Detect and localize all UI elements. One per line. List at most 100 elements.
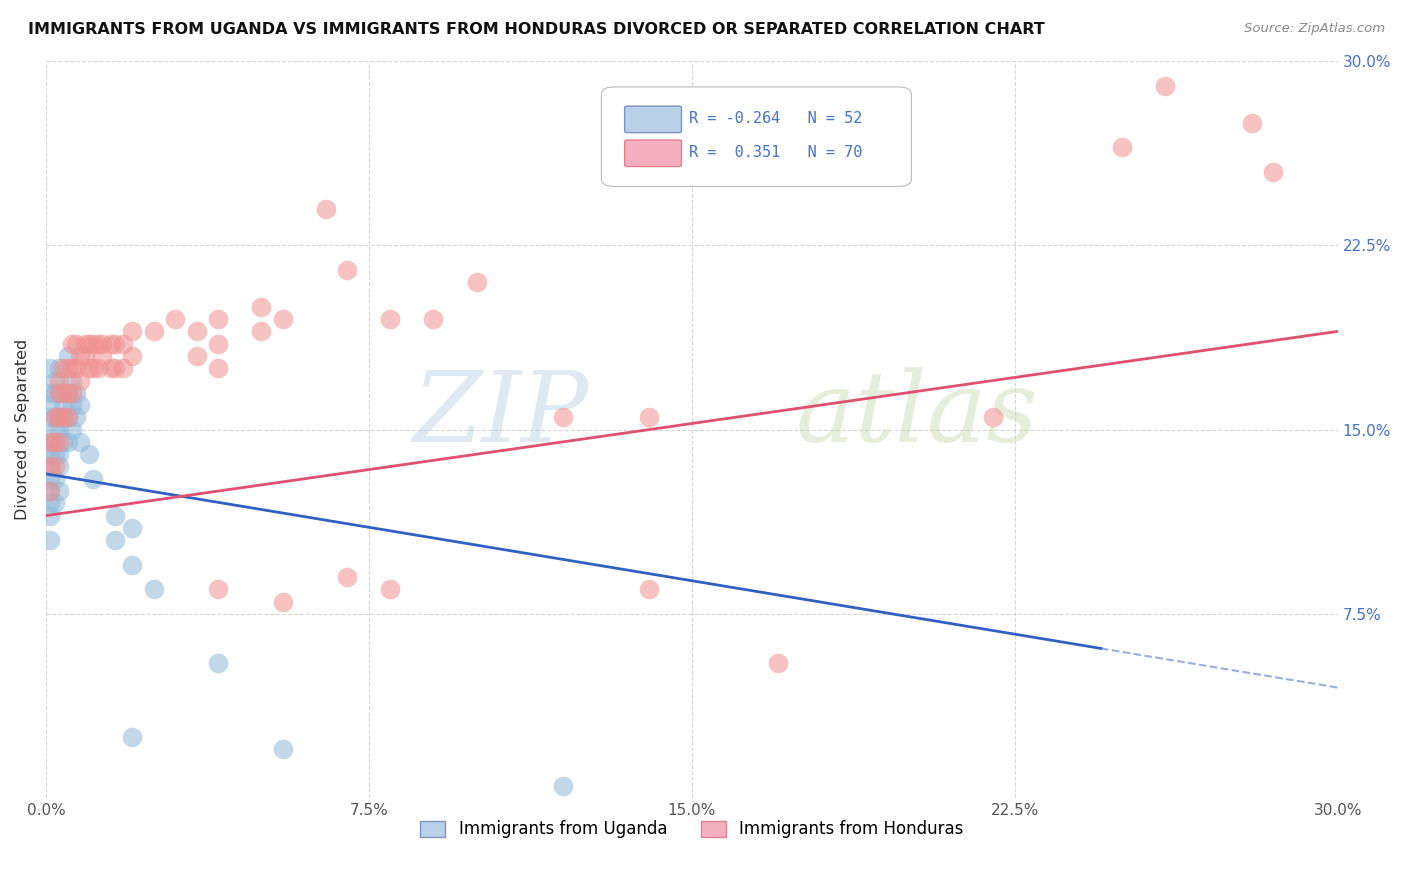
Point bbox=[91, 336, 114, 351]
Point bbox=[69, 349, 91, 363]
Point bbox=[56, 385, 79, 400]
Point bbox=[39, 385, 62, 400]
Point bbox=[44, 374, 66, 388]
Point bbox=[39, 434, 62, 449]
Point bbox=[104, 336, 127, 351]
Point bbox=[104, 508, 127, 523]
Point bbox=[104, 533, 127, 548]
Point bbox=[69, 374, 91, 388]
Point bbox=[39, 459, 62, 474]
Point bbox=[551, 410, 574, 425]
Point bbox=[271, 742, 294, 756]
Point bbox=[39, 533, 62, 548]
Point bbox=[207, 582, 229, 597]
Point bbox=[165, 312, 187, 326]
Point bbox=[100, 361, 122, 376]
Point bbox=[44, 423, 66, 437]
Point bbox=[73, 336, 96, 351]
Point bbox=[39, 361, 62, 376]
Point bbox=[65, 385, 87, 400]
Point bbox=[65, 361, 87, 376]
Point bbox=[551, 779, 574, 793]
Point bbox=[60, 374, 83, 388]
Point bbox=[52, 398, 75, 412]
Point bbox=[207, 361, 229, 376]
Point bbox=[52, 410, 75, 425]
Point bbox=[186, 349, 208, 363]
Point bbox=[48, 385, 70, 400]
Point bbox=[60, 398, 83, 412]
Point bbox=[48, 410, 70, 425]
Point bbox=[39, 484, 62, 499]
Text: IMMIGRANTS FROM UGANDA VS IMMIGRANTS FROM HONDURAS DIVORCED OR SEPARATED CORRELA: IMMIGRANTS FROM UGANDA VS IMMIGRANTS FRO… bbox=[28, 22, 1045, 37]
Point bbox=[112, 361, 135, 376]
Text: R =  0.351   N = 70: R = 0.351 N = 70 bbox=[689, 145, 863, 160]
Point bbox=[207, 656, 229, 670]
Point bbox=[82, 336, 104, 351]
Point bbox=[48, 385, 70, 400]
Point bbox=[121, 558, 143, 572]
Point bbox=[56, 410, 79, 425]
Point bbox=[44, 472, 66, 486]
Point bbox=[186, 324, 208, 338]
Point bbox=[207, 336, 229, 351]
Point bbox=[48, 423, 70, 437]
Point bbox=[48, 447, 70, 461]
Point bbox=[52, 410, 75, 425]
Point bbox=[69, 434, 91, 449]
Point bbox=[56, 434, 79, 449]
Point bbox=[121, 521, 143, 535]
Point bbox=[48, 410, 70, 425]
Point bbox=[250, 300, 273, 314]
Point bbox=[465, 275, 488, 289]
Point bbox=[44, 447, 66, 461]
Point bbox=[65, 410, 87, 425]
Y-axis label: Divorced or Separated: Divorced or Separated bbox=[15, 339, 30, 520]
Point bbox=[336, 570, 359, 584]
Point bbox=[91, 349, 114, 363]
Point bbox=[39, 434, 62, 449]
Point bbox=[39, 496, 62, 510]
Point bbox=[48, 434, 70, 449]
Point bbox=[56, 349, 79, 363]
Point bbox=[39, 472, 62, 486]
Point bbox=[44, 434, 66, 449]
Point bbox=[422, 312, 444, 326]
Point bbox=[981, 410, 1004, 425]
Point bbox=[44, 459, 66, 474]
Point bbox=[60, 361, 83, 376]
Text: atlas: atlas bbox=[796, 368, 1038, 463]
Point bbox=[250, 324, 273, 338]
Point bbox=[52, 434, 75, 449]
Point bbox=[82, 472, 104, 486]
Point bbox=[69, 398, 91, 412]
Point bbox=[207, 312, 229, 326]
Point bbox=[100, 336, 122, 351]
Point bbox=[39, 410, 62, 425]
Point bbox=[766, 656, 789, 670]
Point bbox=[44, 410, 66, 425]
FancyBboxPatch shape bbox=[624, 106, 682, 133]
Point bbox=[1261, 164, 1284, 178]
Point bbox=[1111, 140, 1133, 154]
Legend: Immigrants from Uganda, Immigrants from Honduras: Immigrants from Uganda, Immigrants from … bbox=[413, 814, 970, 845]
Point bbox=[52, 385, 75, 400]
Point bbox=[60, 423, 83, 437]
FancyBboxPatch shape bbox=[624, 140, 682, 167]
Point bbox=[271, 312, 294, 326]
Point bbox=[52, 361, 75, 376]
Point bbox=[39, 459, 62, 474]
Point bbox=[380, 582, 402, 597]
Point bbox=[48, 374, 70, 388]
Point bbox=[39, 398, 62, 412]
Text: R = -0.264   N = 52: R = -0.264 N = 52 bbox=[689, 112, 863, 126]
Point bbox=[44, 385, 66, 400]
Point bbox=[48, 459, 70, 474]
Point bbox=[39, 484, 62, 499]
Point bbox=[60, 336, 83, 351]
Point bbox=[44, 434, 66, 449]
Point bbox=[86, 361, 108, 376]
Point bbox=[637, 410, 659, 425]
Point bbox=[1154, 78, 1177, 93]
FancyBboxPatch shape bbox=[602, 87, 911, 186]
